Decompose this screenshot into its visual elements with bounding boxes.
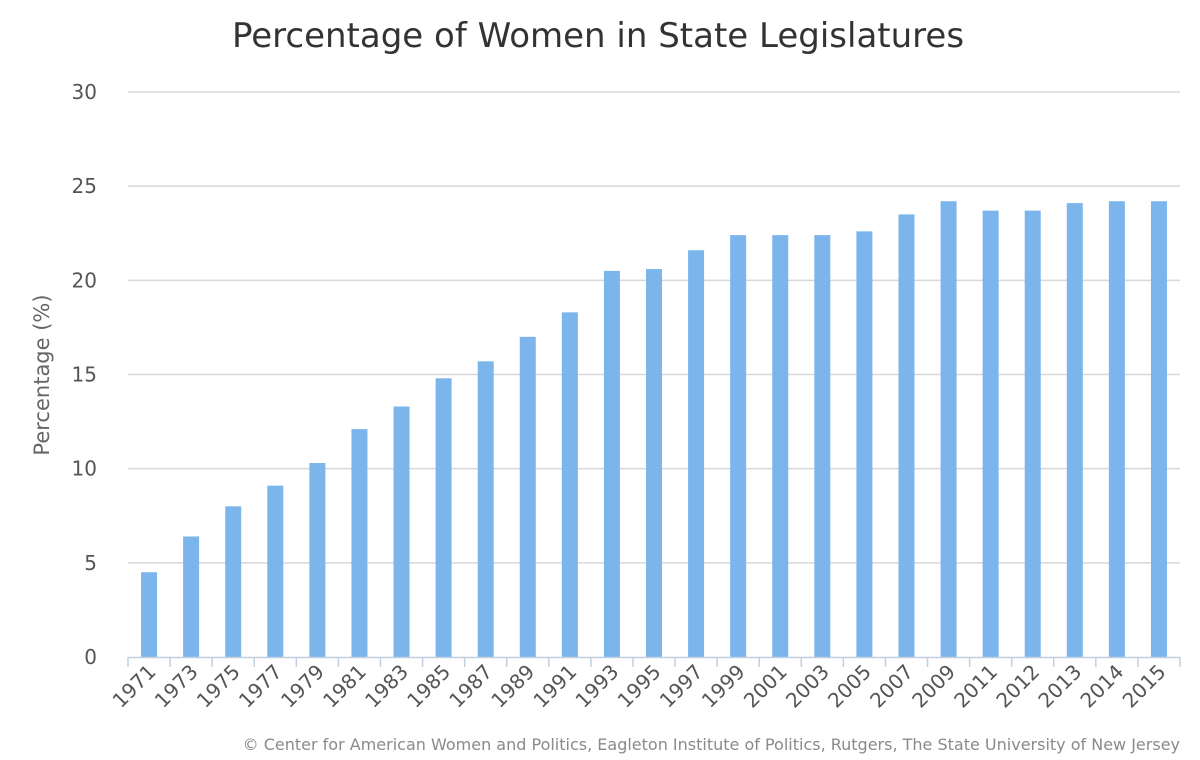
y-axis-label: Percentage (%): [30, 294, 54, 455]
bar: [519, 336, 536, 657]
chart-title: Percentage of Women in State Legislature…: [232, 16, 964, 56]
x-tick-label: 2007: [865, 660, 918, 713]
x-tick-label: 1973: [150, 660, 203, 713]
bar: [1024, 210, 1041, 657]
x-tick-label: 1991: [528, 660, 581, 713]
y-tick-label: 10: [72, 457, 97, 481]
x-tick-label: 2011: [949, 660, 1002, 713]
bar: [561, 312, 578, 657]
x-tick-label: 1983: [360, 660, 413, 713]
bar: [393, 406, 410, 657]
x-tick-label: 1971: [108, 660, 161, 713]
y-tick-label: 0: [84, 645, 97, 669]
bar: [772, 235, 789, 657]
x-tick-label: 2001: [739, 660, 792, 713]
x-tick-label: 2009: [907, 660, 960, 713]
y-tick-label: 20: [72, 268, 97, 292]
x-tick-label: 2013: [1033, 660, 1086, 713]
bar: [646, 269, 662, 657]
bar: [225, 506, 242, 657]
x-tick-label: 1979: [276, 660, 329, 713]
y-axis-ticks: 0 5 10 15 20 25 30: [72, 80, 97, 669]
bar: [898, 214, 915, 657]
y-tick-label: 30: [72, 80, 97, 104]
credit-text: © Center for American Women and Politics…: [243, 735, 1180, 754]
x-axis: [127, 656, 1181, 667]
x-tick-label: 1975: [192, 660, 245, 713]
bar: [1150, 201, 1167, 657]
bar: [183, 536, 200, 657]
x-tick-label: 2003: [781, 660, 834, 713]
bar: [477, 361, 494, 657]
bar: [435, 378, 452, 657]
x-tick-label: 1977: [234, 660, 287, 713]
x-tick-label: 1985: [402, 660, 455, 713]
x-tick-label: 1989: [486, 660, 539, 713]
bar: [603, 270, 620, 657]
bar: [982, 210, 999, 657]
bar: [1108, 201, 1125, 657]
y-tick-label: 5: [84, 551, 97, 575]
bar: [688, 250, 705, 657]
y-tick-label: 15: [72, 363, 97, 387]
bar: [309, 463, 326, 657]
x-tick-label: 1987: [444, 660, 497, 713]
bar: [856, 231, 873, 657]
x-tick-label: 1999: [697, 660, 750, 713]
bar: [351, 429, 368, 657]
y-tick-label: 25: [72, 174, 97, 198]
x-tick-label: 2012: [991, 660, 1044, 713]
bar: [940, 201, 957, 657]
x-tick-label: 1981: [318, 660, 371, 713]
bar: [814, 235, 831, 657]
x-tick-label: 1995: [613, 660, 666, 713]
x-tick-label: 1993: [570, 660, 623, 713]
bar: [1066, 203, 1083, 657]
x-tick-label: 1997: [655, 660, 708, 713]
bars: [141, 201, 1167, 657]
x-tick-label: 2014: [1075, 660, 1128, 713]
x-axis-ticks: 1971197319751977197919811983198519871989…: [108, 660, 1171, 713]
bar: [267, 485, 284, 657]
x-tick-label: 2005: [823, 660, 876, 713]
bar: [730, 235, 747, 657]
x-tick-label: 2015: [1118, 660, 1171, 713]
bar: [141, 572, 158, 657]
